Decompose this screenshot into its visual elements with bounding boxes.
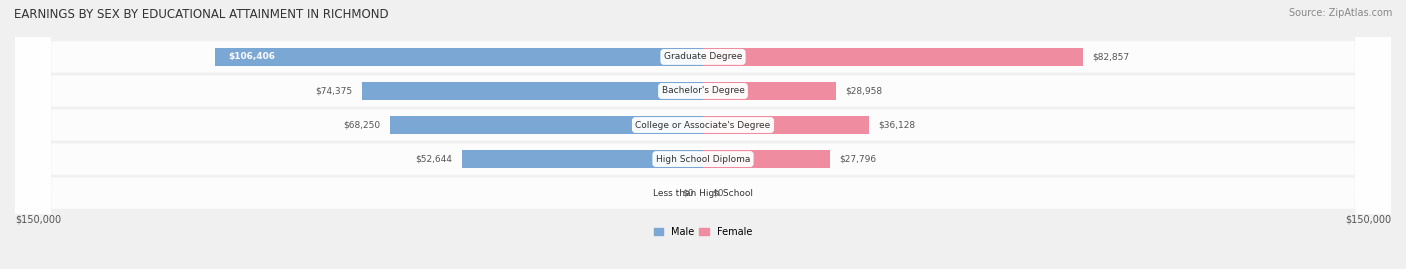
Text: Bachelor's Degree: Bachelor's Degree xyxy=(662,86,744,95)
FancyBboxPatch shape xyxy=(15,0,1391,269)
Bar xyxy=(703,48,1083,66)
FancyBboxPatch shape xyxy=(15,0,1391,269)
FancyBboxPatch shape xyxy=(15,0,1391,269)
Text: $0: $0 xyxy=(713,189,724,198)
Text: College or Associate's Degree: College or Associate's Degree xyxy=(636,121,770,129)
Bar xyxy=(361,82,703,100)
Text: Less than High School: Less than High School xyxy=(652,189,754,198)
FancyBboxPatch shape xyxy=(15,0,1391,269)
Text: High School Diploma: High School Diploma xyxy=(655,155,751,164)
FancyBboxPatch shape xyxy=(15,0,1391,269)
Text: $68,250: $68,250 xyxy=(343,121,381,129)
Text: EARNINGS BY SEX BY EDUCATIONAL ATTAINMENT IN RICHMOND: EARNINGS BY SEX BY EDUCATIONAL ATTAINMEN… xyxy=(14,8,388,21)
Bar xyxy=(703,82,835,100)
Text: $28,958: $28,958 xyxy=(845,86,882,95)
Bar xyxy=(703,150,831,168)
Bar xyxy=(703,116,869,134)
Text: $150,000: $150,000 xyxy=(1346,214,1391,224)
Text: Graduate Degree: Graduate Degree xyxy=(664,52,742,61)
Text: $106,406: $106,406 xyxy=(229,52,276,61)
Text: $27,796: $27,796 xyxy=(839,155,877,164)
Text: $82,857: $82,857 xyxy=(1092,52,1129,61)
Bar xyxy=(215,48,703,66)
Text: Source: ZipAtlas.com: Source: ZipAtlas.com xyxy=(1288,8,1392,18)
Bar xyxy=(461,150,703,168)
Text: $0: $0 xyxy=(682,189,693,198)
Text: $36,128: $36,128 xyxy=(877,121,915,129)
Text: $150,000: $150,000 xyxy=(15,214,60,224)
Legend: Male, Female: Male, Female xyxy=(650,223,756,240)
Text: $74,375: $74,375 xyxy=(315,86,353,95)
Text: $52,644: $52,644 xyxy=(416,155,453,164)
Bar xyxy=(389,116,703,134)
